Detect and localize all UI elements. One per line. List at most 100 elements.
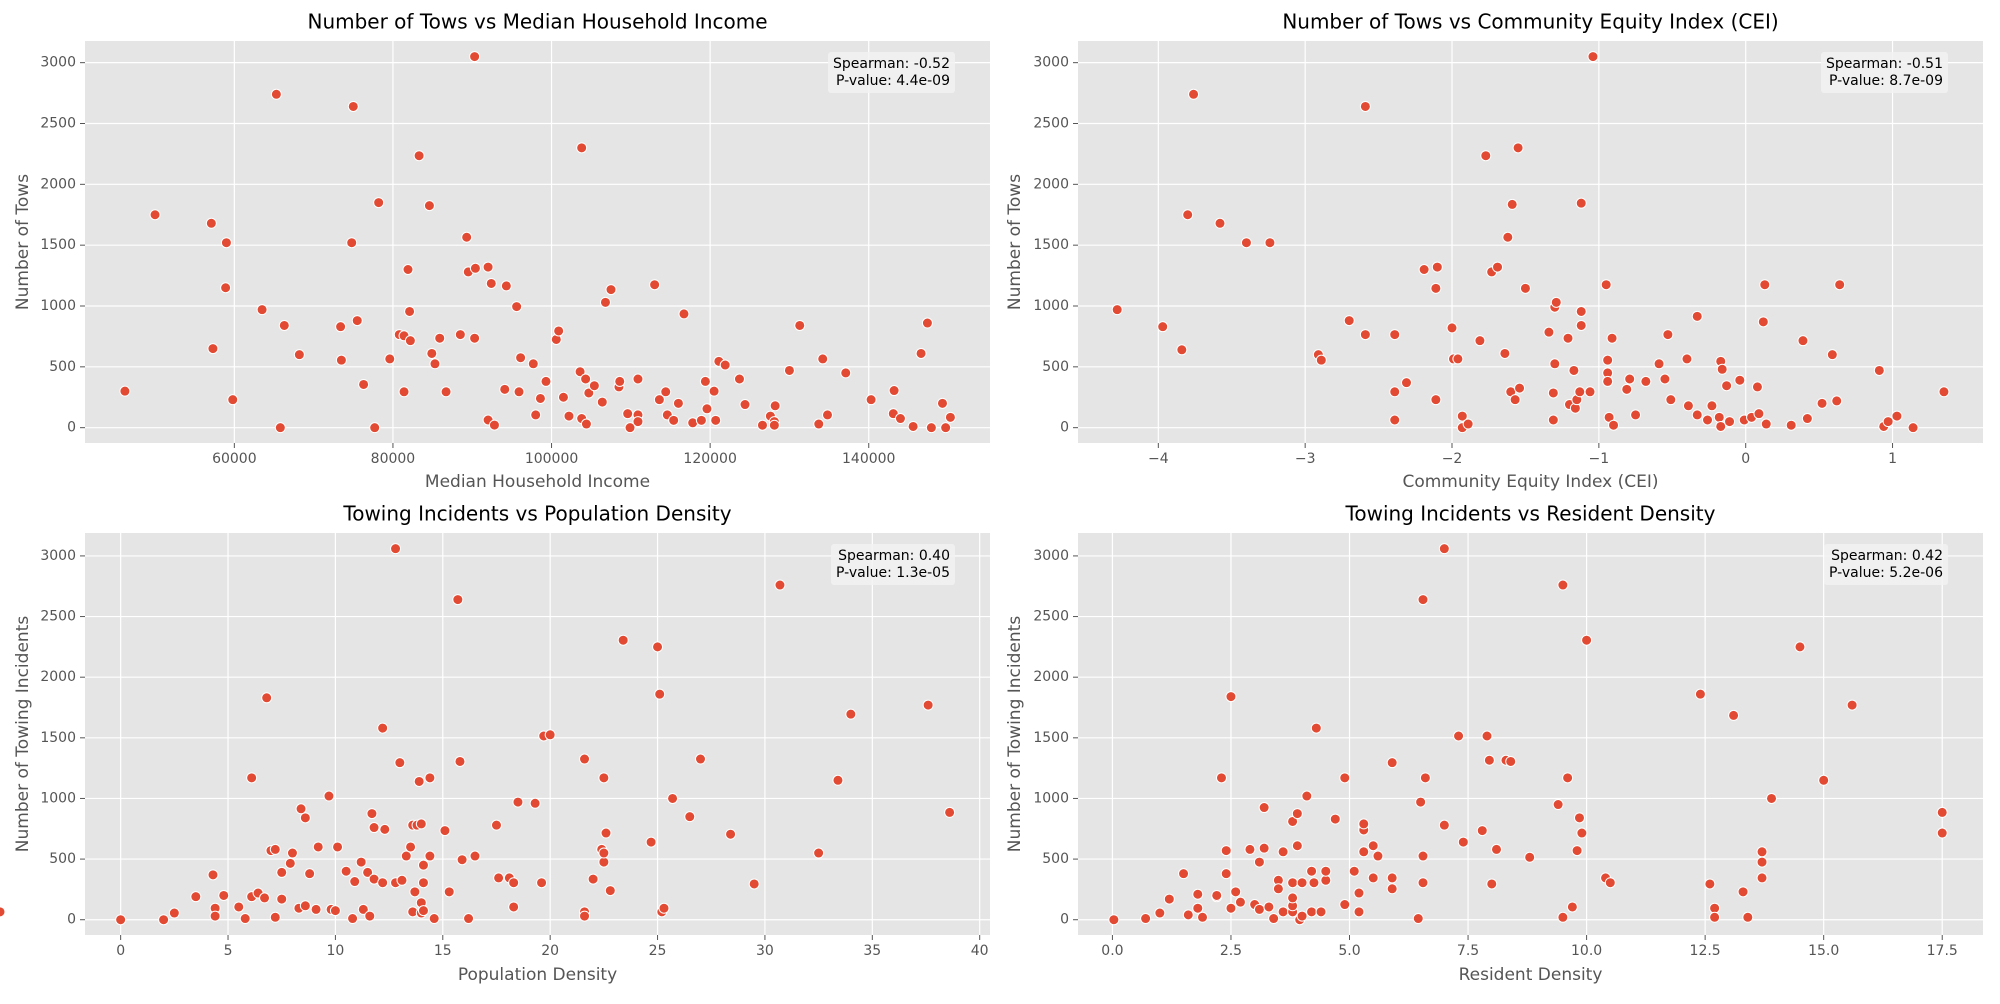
point xyxy=(1785,419,1797,431)
point xyxy=(936,397,948,409)
point xyxy=(346,237,358,249)
point xyxy=(398,386,410,398)
point xyxy=(624,422,636,434)
subplot: 0.0 2.5 5.0 7.5 10.0 12.5 15.0 17.5050010001500… xyxy=(0,502,1983,985)
point xyxy=(534,392,546,404)
point xyxy=(1339,772,1351,784)
x-axis-label: Community Equity Index (CEI) xyxy=(1402,472,1658,492)
point xyxy=(617,634,629,646)
x-tick-label: 1 xyxy=(1888,451,1897,467)
point xyxy=(599,296,611,308)
chart-title: Number of Tows vs Median Household Incom… xyxy=(307,10,767,34)
point xyxy=(1742,911,1754,923)
annotation: Spearman: 0.42P-value: 5.2e-06 xyxy=(1824,544,1949,585)
point xyxy=(1301,790,1313,802)
point xyxy=(588,380,600,392)
point xyxy=(1608,419,1620,431)
annotation: Spearman: 0.40P-value: 1.3e-05 xyxy=(831,544,955,585)
y-tick-label: 500 xyxy=(49,359,76,375)
point xyxy=(1936,827,1948,839)
x-tick-label: 60000 xyxy=(212,451,257,467)
point xyxy=(1453,730,1465,742)
point xyxy=(1640,375,1652,387)
point xyxy=(1446,322,1458,334)
point xyxy=(1716,363,1728,375)
point xyxy=(115,914,127,926)
subplot: 0 5 10 15 20 25 30 35 40 0 500 1000 1500 2000 2500 3000… xyxy=(13,502,990,985)
point xyxy=(347,913,359,925)
point xyxy=(605,284,617,296)
point xyxy=(840,367,852,379)
y-axis-label: Number of Tows xyxy=(1005,174,1025,310)
point xyxy=(1476,825,1488,837)
point xyxy=(396,874,408,886)
point xyxy=(632,416,644,428)
y-tick-label: 1500 xyxy=(40,237,76,253)
point xyxy=(355,856,367,868)
point xyxy=(1253,856,1265,868)
point xyxy=(1709,911,1721,923)
point xyxy=(1348,865,1360,877)
point xyxy=(340,865,352,877)
point xyxy=(1575,319,1587,331)
point xyxy=(1549,358,1561,370)
annotation-text: Spearman: -0.51 xyxy=(1826,56,1943,72)
point xyxy=(667,792,679,804)
point xyxy=(454,329,466,341)
point xyxy=(1178,868,1190,880)
point xyxy=(1760,418,1772,430)
point xyxy=(1682,400,1694,412)
point xyxy=(658,902,670,914)
annotation-box xyxy=(1821,52,1948,93)
point xyxy=(574,366,586,378)
point xyxy=(654,688,666,700)
point xyxy=(672,397,684,409)
point xyxy=(1574,386,1586,398)
point xyxy=(205,217,217,229)
point xyxy=(276,893,288,905)
point xyxy=(439,825,451,837)
point xyxy=(1766,792,1778,804)
point xyxy=(413,150,425,162)
point xyxy=(515,352,527,364)
point xyxy=(733,373,745,385)
point xyxy=(748,878,760,890)
point xyxy=(1220,845,1232,857)
point xyxy=(373,197,385,209)
point xyxy=(1306,865,1318,877)
point xyxy=(1576,827,1588,839)
point xyxy=(888,385,900,397)
point xyxy=(1358,818,1370,830)
point xyxy=(1499,347,1511,359)
point xyxy=(304,868,316,880)
point xyxy=(377,877,389,889)
point xyxy=(1491,843,1503,855)
point xyxy=(1509,394,1521,406)
point xyxy=(456,854,468,866)
x-axis-label: Population Density xyxy=(458,965,617,985)
y-tick-label: 500 xyxy=(1042,851,1069,867)
point xyxy=(1154,907,1166,919)
point xyxy=(529,797,541,809)
y-tick-label: 1000 xyxy=(40,298,76,314)
point xyxy=(246,772,258,784)
point xyxy=(645,836,657,848)
point xyxy=(1220,868,1232,880)
point xyxy=(299,812,311,824)
point xyxy=(708,385,720,397)
x-tick-label: 40 xyxy=(971,943,989,959)
point xyxy=(413,775,425,787)
point xyxy=(925,422,937,434)
point xyxy=(769,400,781,412)
point xyxy=(1264,237,1276,249)
point xyxy=(1430,394,1442,406)
point xyxy=(364,910,376,922)
point xyxy=(1602,375,1614,387)
point xyxy=(1417,877,1429,889)
point xyxy=(922,699,934,711)
point xyxy=(1272,883,1284,895)
point xyxy=(1358,846,1370,858)
point xyxy=(921,317,933,329)
point xyxy=(513,386,525,398)
point xyxy=(417,859,429,871)
